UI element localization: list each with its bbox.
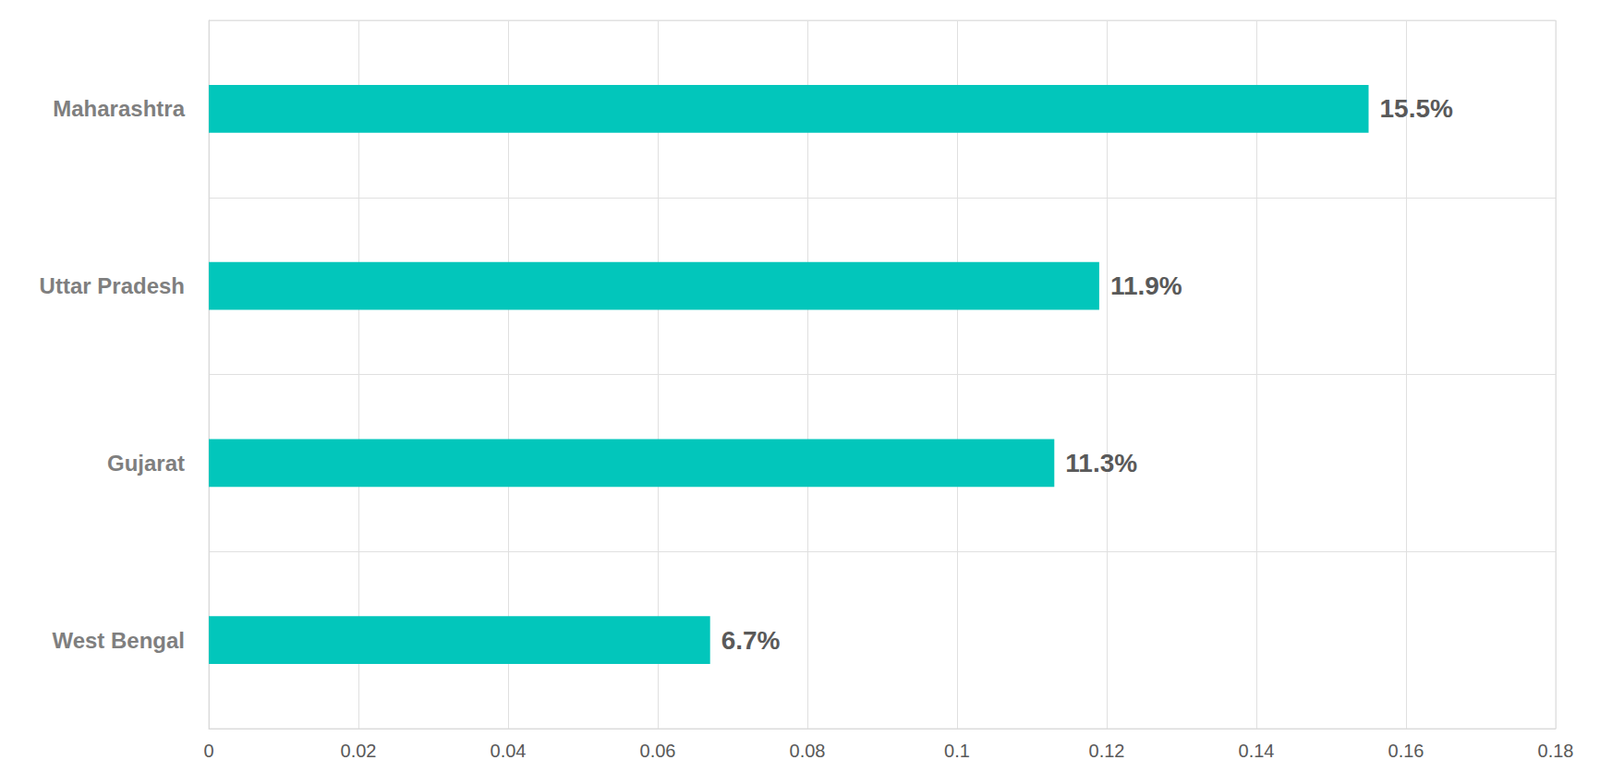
svg-text:0.1: 0.1	[944, 740, 970, 762]
svg-text:0.04: 0.04	[490, 740, 527, 762]
svg-text:0.12: 0.12	[1089, 740, 1126, 762]
svg-text:0.16: 0.16	[1388, 740, 1425, 762]
svg-text:0.02: 0.02	[340, 740, 377, 762]
svg-text:0.06: 0.06	[640, 740, 677, 762]
svg-text:0.18: 0.18	[1538, 740, 1575, 762]
svg-text:6.7%: 6.7%	[721, 626, 781, 655]
svg-text:Uttar Pradesh: Uttar Pradesh	[39, 273, 185, 299]
svg-text:0.08: 0.08	[789, 740, 826, 762]
svg-text:0: 0	[203, 740, 214, 762]
svg-text:15.5%: 15.5%	[1380, 94, 1454, 123]
svg-text:11.3%: 11.3%	[1065, 448, 1138, 478]
svg-text:West Bengal: West Bengal	[51, 628, 185, 654]
svg-text:Gujarat: Gujarat	[107, 450, 185, 476]
svg-text:11.9%: 11.9%	[1110, 271, 1183, 301]
svg-text:0.14: 0.14	[1238, 740, 1275, 762]
svg-text:Maharashtra: Maharashtra	[52, 96, 185, 122]
